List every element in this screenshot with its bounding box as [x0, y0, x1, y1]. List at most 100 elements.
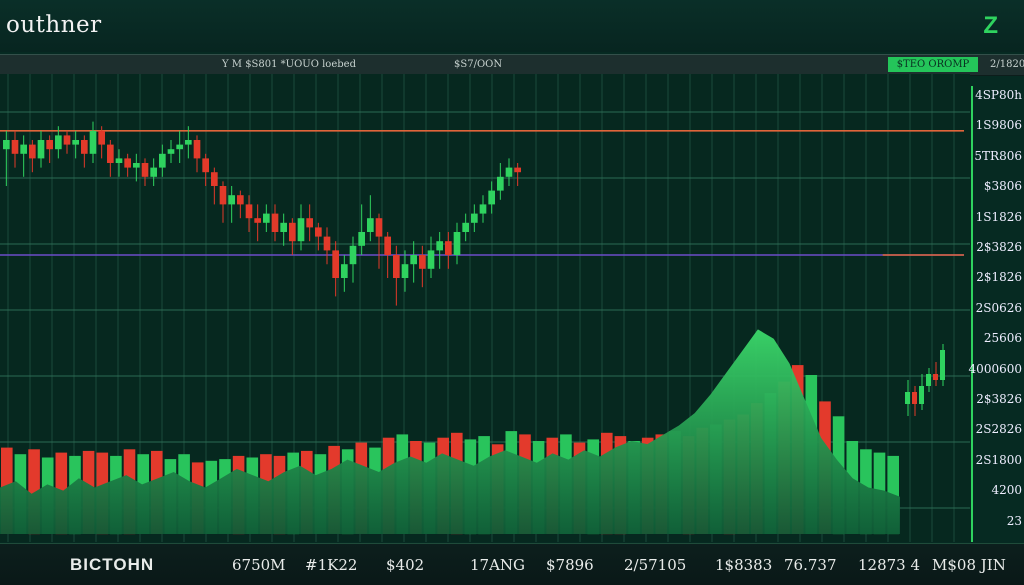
bottom-stat: #1K22: [305, 556, 358, 574]
price-candle: [254, 218, 261, 223]
top-bar: outhner Z: [0, 0, 1024, 52]
price-candle: [471, 213, 478, 223]
bottom-stat: 1$8383: [715, 556, 773, 574]
ticker-badge[interactable]: $TEO OROMP: [888, 57, 978, 72]
price-candle: [332, 250, 339, 278]
right-candle: [940, 350, 945, 380]
price-candle: [193, 140, 201, 159]
volume-area: [0, 329, 900, 534]
price-candle: [445, 241, 452, 255]
price-axis-label: 4SP80h: [975, 88, 1022, 102]
price-candle: [115, 158, 123, 163]
bottom-stat: $7896: [546, 556, 594, 574]
price-candle: [11, 140, 19, 154]
bottom-stat: M$08 JIN: [932, 556, 1006, 574]
price-candle: [37, 140, 45, 159]
price-candle: [479, 204, 487, 214]
price-candle: [219, 186, 227, 205]
price-axis-frame: [971, 86, 973, 542]
price-candle: [167, 149, 175, 154]
price-candle: [55, 135, 62, 150]
price-axis-label: 2$1826: [976, 270, 1022, 285]
price-candle: [384, 236, 391, 255]
price-axis-label: 2$3826: [976, 392, 1022, 406]
price-candle: [462, 222, 469, 232]
asset-name: BICTOHN: [70, 555, 155, 574]
price-axis-label: 2S2826: [975, 422, 1022, 437]
price-candle: [419, 255, 426, 269]
price-candle: [358, 232, 365, 246]
price-candle: [202, 158, 209, 173]
brand-mark-icon: Z: [983, 12, 998, 39]
price-axis-label: 1S9806: [975, 118, 1022, 133]
price-candle: [497, 176, 504, 191]
price-axis-label: 4200: [991, 483, 1022, 498]
price-candle: [349, 245, 357, 265]
price-candle: [81, 140, 88, 154]
price-candle: [46, 140, 53, 150]
price-candle: [124, 158, 131, 168]
volume-bar: [28, 449, 40, 535]
bottom-bar: BICTOHN 6750M #1K22 $402 17ANG $7896 2/5…: [0, 543, 1024, 585]
bottom-stat: 2/57105: [624, 556, 687, 574]
price-candle: [297, 218, 305, 242]
price-candle: [323, 236, 331, 251]
price-candle: [211, 172, 218, 186]
price-candle: [107, 144, 114, 163]
price-candle: [410, 255, 417, 265]
price-axis-label: 1S1826: [975, 209, 1022, 224]
ticker-item: Y M $S801 *UOUO loebed: [222, 59, 356, 70]
price-candle: [453, 232, 461, 255]
price-candle: [263, 213, 270, 223]
price-candle: [176, 144, 183, 150]
bottom-stat: 17ANG: [470, 556, 526, 574]
price-candle: [63, 135, 71, 145]
right-candle: [926, 374, 931, 386]
price-candle: [159, 153, 166, 168]
right-candle: [933, 374, 938, 380]
price-candle: [306, 218, 313, 228]
price-axis-label: 5TR806: [974, 148, 1022, 163]
price-candle: [133, 163, 140, 168]
price-candle: [185, 140, 192, 145]
price-candle: [228, 195, 235, 205]
price-candle: [237, 195, 244, 205]
bottom-stat: 6750M: [232, 556, 286, 574]
price-axis-label: 25606: [983, 331, 1022, 346]
price-candle: [367, 218, 374, 232]
price-candle: [505, 167, 513, 177]
ticker-item: $S7/OON: [454, 59, 503, 70]
right-candle: [905, 392, 910, 404]
price-candle: [141, 163, 149, 177]
bottom-stat: 12873 4: [858, 556, 921, 574]
price-candle: [315, 227, 322, 237]
ticker-strip: Y M $S801 *UOUO loebed $S7/OON $TEO OROM…: [0, 54, 1024, 76]
price-candle: [280, 222, 287, 232]
price-candle: [271, 213, 279, 232]
price-candle: [401, 264, 409, 278]
price-candle: [98, 130, 105, 145]
price-candle: [20, 144, 27, 154]
price-candle: [3, 140, 10, 150]
price-chart[interactable]: [0, 74, 970, 542]
price-candle: [488, 190, 495, 205]
price-axis-panel: 4SP80h 1S9806 5TR806 $3806 1S1826 2$3826 2$182…: [968, 86, 1024, 542]
price-axis-label: 23: [1006, 513, 1022, 528]
price-candle: [289, 222, 296, 242]
price-candle: [436, 241, 443, 251]
price-candle: [375, 218, 383, 237]
bottom-stat: $402: [386, 556, 425, 574]
price-axis-label: 2S1800: [975, 452, 1022, 467]
right-candle: [912, 392, 917, 404]
price-candle: [29, 144, 36, 159]
bottom-stat: 76.737: [784, 556, 837, 574]
right-candle: [919, 386, 924, 404]
price-axis-label: $3806: [983, 179, 1022, 194]
price-candle: [427, 250, 435, 269]
price-axis-label: 4000600: [968, 361, 1022, 376]
price-candle: [245, 204, 253, 219]
brand-logo: outhner: [6, 12, 102, 38]
price-candle: [393, 255, 400, 278]
price-candle: [89, 130, 97, 154]
